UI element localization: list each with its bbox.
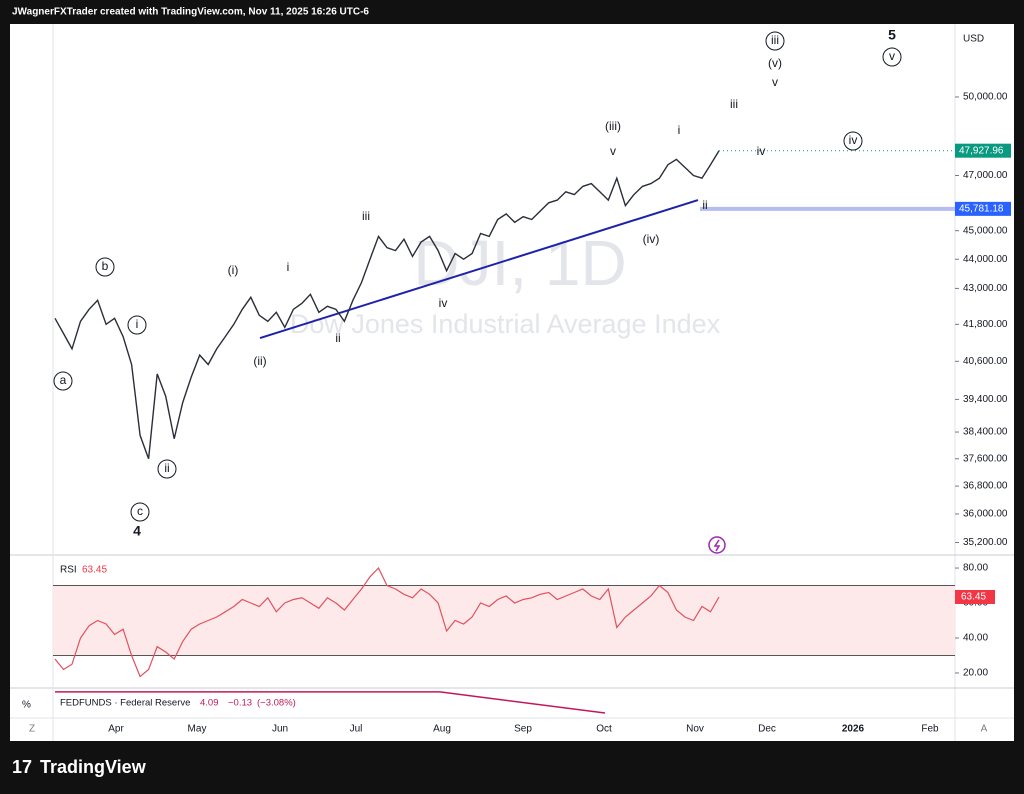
event-icon-bolt: [713, 539, 721, 552]
y-tick-label: 39,400.00: [963, 394, 1008, 405]
event-icon[interactable]: [708, 536, 726, 554]
wave-label: iii: [771, 33, 779, 47]
y-tick-label: 37,600.00: [963, 453, 1008, 464]
currency: USD: [963, 34, 984, 45]
level-label: 45,781.18: [959, 204, 1004, 215]
fedfunds-line: [55, 691, 606, 714]
y-tick-label: 47,000.00: [963, 170, 1008, 181]
wave-circle: [882, 47, 902, 67]
y-tick-label: 50,000.00: [963, 92, 1008, 103]
wave-label: i: [136, 317, 139, 331]
y-tick-label: 38,400.00: [963, 427, 1008, 438]
wave-label: iv: [439, 296, 448, 310]
x-tick-label: Aug: [433, 724, 451, 735]
wave-circle: [130, 502, 150, 522]
wave-label: a: [60, 373, 67, 387]
corner-button[interactable]: A: [981, 724, 988, 735]
wave-label: iii: [362, 209, 370, 223]
wave-circle: [765, 31, 785, 51]
wave-label: iv: [757, 144, 766, 158]
wave-label: i: [287, 260, 290, 274]
rsi-value: 63.45: [82, 565, 107, 576]
wave-label: v: [772, 75, 778, 89]
wave-label: (ii): [253, 354, 266, 368]
y-tick-label: 36,000.00: [963, 509, 1008, 520]
x-tick-label: Jul: [350, 724, 363, 735]
wave-label: iv: [849, 133, 858, 147]
x-tick-label: Jun: [272, 724, 288, 735]
y-tick-label: 40,600.00: [963, 356, 1008, 367]
last-price-label: 47,927.96: [959, 145, 1004, 156]
x-tick-label: Nov: [686, 724, 704, 735]
last-price-box: [955, 143, 1011, 158]
trendline: [259, 199, 699, 340]
rsi-last-box: [955, 589, 995, 604]
wave-label: (v): [768, 56, 782, 70]
fedfunds-value: 4.09: [200, 698, 219, 709]
wave-label: 5: [888, 27, 896, 43]
rsi-tick-label: 80.00: [963, 563, 988, 574]
wave-label: c: [137, 504, 143, 518]
y-tick-label: 43,000.00: [963, 283, 1008, 294]
y-tick-label: 35,200.00: [963, 537, 1008, 548]
level-label-box: [955, 201, 1011, 216]
rsi-tick-label: 20.00: [963, 668, 988, 679]
fedfunds-name: FEDFUNDS · Federal Reserve: [60, 698, 190, 709]
wave-label: ii: [335, 331, 340, 345]
rsi-last-label: 63.45: [961, 592, 986, 603]
wave-circle: [127, 315, 147, 335]
wave-label: (iii): [605, 119, 621, 133]
wave-label: (i): [228, 263, 239, 277]
wave-label: (iv): [643, 232, 660, 246]
wave-circle: [843, 131, 863, 151]
x-tick-label: May: [188, 724, 207, 735]
x-tick-label: Sep: [514, 724, 532, 735]
y-tick-label: 44,000.00: [963, 254, 1008, 265]
price-line: [54, 150, 720, 460]
brand-logo: 17: [12, 757, 32, 777]
y-tick-label: 41,800.00: [963, 319, 1008, 330]
wave-circle: [157, 459, 177, 479]
rsi-line: [54, 566, 720, 678]
wave-label: v: [610, 144, 616, 158]
x-tick-label: Dec: [758, 724, 776, 735]
wave-label: i: [678, 123, 681, 137]
x-tick-label: Oct: [596, 724, 612, 735]
brand: TradingView: [40, 757, 147, 777]
fedfunds-unit: %: [22, 700, 31, 711]
wave-circle: [95, 257, 115, 277]
wave-label: v: [889, 49, 895, 63]
wave-label: ii: [164, 461, 169, 475]
corner-button[interactable]: Z: [29, 724, 35, 735]
x-tick-label: Apr: [108, 724, 124, 735]
x-tick-label: 2026: [842, 724, 865, 735]
wave-label: b: [102, 259, 109, 273]
x-tick-label: Feb: [921, 724, 939, 735]
rsi-name: RSI: [60, 565, 77, 576]
y-tick-label: 36,800.00: [963, 481, 1008, 492]
rsi-band-fill: [53, 585, 955, 656]
y-tick-label: 45,000.00: [963, 225, 1008, 236]
wave-label: ii: [702, 198, 707, 212]
fedfunds-change: −0.13: [228, 698, 252, 709]
wave-label: iii: [730, 97, 738, 111]
wave-circle: [53, 371, 73, 391]
watermark: DJI, 1D: [413, 227, 626, 299]
fedfunds-change-pct: (−3.08%): [257, 698, 296, 709]
watermark-subtitle: Dow Jones Industrial Average Index: [290, 309, 721, 339]
rsi-tick-label: 40.00: [963, 633, 988, 644]
wave-label: 4: [133, 523, 141, 539]
header: JWagnerFXTrader created with TradingView…: [12, 7, 369, 18]
